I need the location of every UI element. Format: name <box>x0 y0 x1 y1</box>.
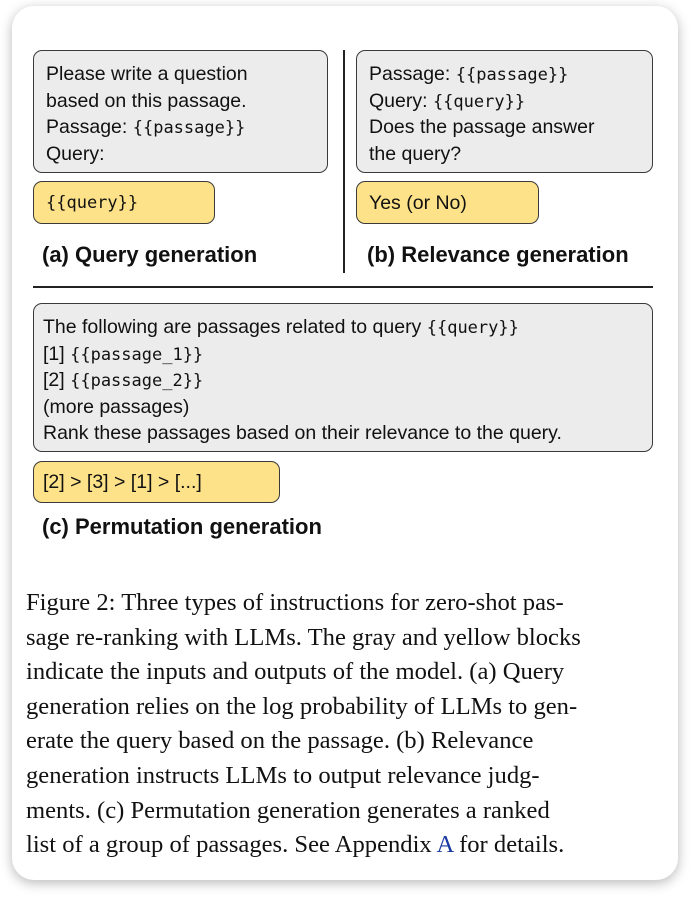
input-line: The following are passages related to qu… <box>43 316 519 338</box>
caption-line: ments. (c) Permutation generation genera… <box>26 796 550 824</box>
input-line: [1] {{passage_1}} <box>43 342 204 365</box>
relevance-generation-output-block: Yes (or No) <box>356 181 539 224</box>
permutation-generation-input-block: The following are passages related to qu… <box>33 303 653 452</box>
input-line: Rank these passages based on their relev… <box>43 422 562 444</box>
query-generation-input-block: Please write a question based on this pa… <box>33 50 328 173</box>
caption-line: list of a group of passages. See Appendi… <box>26 831 565 859</box>
caption-line: erate the query based on the passage. (b… <box>26 727 534 755</box>
horizontal-divider <box>33 286 653 288</box>
figure-caption: Figure 2: Three types of instructions fo… <box>26 586 664 863</box>
caption-line: generation relies on the log probability… <box>26 692 578 720</box>
caption-line: generation instructs LLMs to output rele… <box>26 761 540 789</box>
permutation-generation-output-block: [2] > [3] > [1] > [...] <box>33 461 280 503</box>
appendix-link[interactable]: A <box>436 831 453 859</box>
input-line: Passage: {{passage}} <box>369 63 569 85</box>
input-line: Passage: {{passage}} <box>46 116 246 138</box>
input-line: Query: {{query}} <box>369 89 526 112</box>
input-line: [2] {{passage_2}} <box>43 369 204 391</box>
input-line: the query? <box>369 142 462 165</box>
input-line: Does the passage answer <box>369 116 595 138</box>
output-text: {{query}} <box>46 193 139 213</box>
panel-a-label: (a) Query generation <box>42 242 258 267</box>
input-line: based on this passage. <box>46 89 247 112</box>
output-text: Yes (or No) <box>369 192 467 214</box>
output-text: [2] > [3] > [1] > [...] <box>43 471 202 493</box>
input-line: (more passages) <box>43 395 190 418</box>
relevance-generation-input-block: Passage: {{passage}} Query: {{query}} Do… <box>356 50 653 173</box>
vertical-divider <box>343 50 345 273</box>
panel-c-label: (c) Permutation generation <box>42 514 322 539</box>
input-line: Please write a question <box>46 63 248 85</box>
panel-b-label: (b) Relevance generation <box>367 242 629 267</box>
input-line: Query: <box>46 142 105 165</box>
query-generation-output-block: {{query}} <box>33 181 215 224</box>
caption-line: Figure 2: Three types of instructions fo… <box>26 589 564 616</box>
caption-line: sage re-ranking with LLMs. The gray and … <box>26 623 581 651</box>
caption-line: indicate the inputs and outputs of the m… <box>26 658 565 686</box>
